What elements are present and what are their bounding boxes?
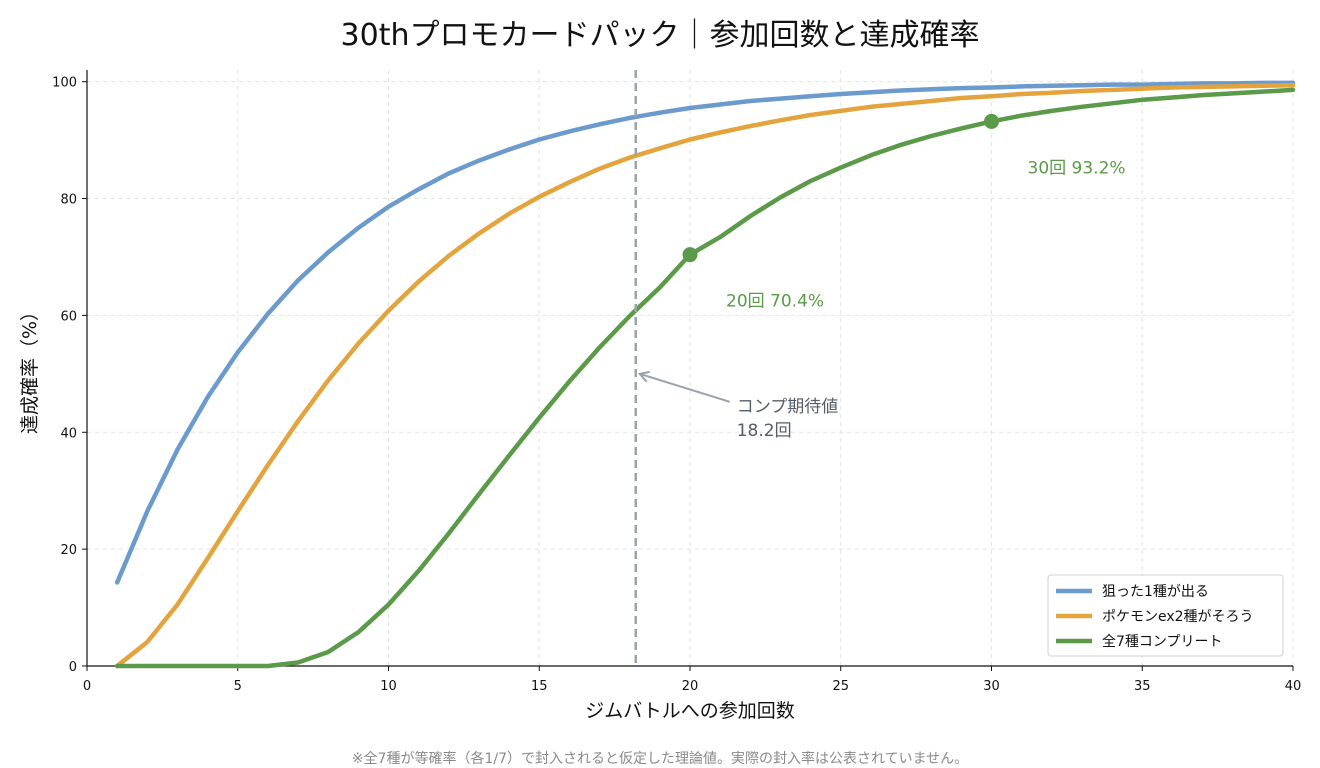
y-tick-label: 40 xyxy=(60,426,77,441)
series-layer xyxy=(114,80,1296,669)
marker-label-1: 20回 70.4% xyxy=(726,292,824,312)
x-axis-label: ジムバトルへの参加回数 xyxy=(585,700,795,722)
x-tick-label: 10 xyxy=(380,679,397,694)
expected-value-number: 18.2回 xyxy=(737,421,792,441)
legend-box xyxy=(1047,574,1284,657)
legend-label-2: ポケモンex2種がそろう xyxy=(1102,609,1254,625)
annotation-arrow xyxy=(639,372,731,403)
axes: 0 5 10 15 20 25 30 35 40 0 20 40 60 80 100 ジムバトルへの参加回数 達… xyxy=(19,70,1301,722)
series-line-3 xyxy=(114,87,1296,669)
footnote: ※全7種が等確率（各1/7）で封入されると仮定した理論値。実際の封入率は公表され… xyxy=(351,751,969,767)
annotation-arrowhead xyxy=(637,370,650,383)
y-tick-label: 80 xyxy=(60,193,77,208)
marker-point-1 xyxy=(682,247,698,263)
y-axis-label: 達成確率（%） xyxy=(19,302,41,434)
x-tick-label: 25 xyxy=(832,679,849,694)
y-tick-label: 20 xyxy=(60,543,77,558)
legend-label-3: 全7種コンプリート xyxy=(1102,633,1223,650)
x-tick-label: 30 xyxy=(983,679,1000,694)
y-tick-label: 100 xyxy=(52,76,77,91)
expected-value-label: コンプ期待値 xyxy=(737,397,839,417)
y-tick-label: 0 xyxy=(69,660,77,675)
marker-point-2 xyxy=(984,113,999,129)
series-line-2 xyxy=(114,82,1296,669)
x-tick-label: 15 xyxy=(531,679,548,694)
x-tick-label: 5 xyxy=(234,679,242,694)
annotations: コンプ期待値 18.2回 20回 70.4% 30回 93.2% xyxy=(634,70,1126,666)
legend-label-1: 狙った1種が出る xyxy=(1102,584,1209,600)
x-tick-label: 0 xyxy=(83,679,91,694)
marker-label-2: 30回 93.2% xyxy=(1028,158,1126,178)
series-line-1 xyxy=(114,80,1296,585)
x-tick-label: 35 xyxy=(1134,679,1151,694)
x-tick-label: 40 xyxy=(1285,679,1302,694)
y-tick-label: 60 xyxy=(60,309,77,324)
x-tick-label: 20 xyxy=(682,679,699,694)
chart-title: 30thプロモカードパック｜参加回数と達成確率 xyxy=(340,18,980,53)
